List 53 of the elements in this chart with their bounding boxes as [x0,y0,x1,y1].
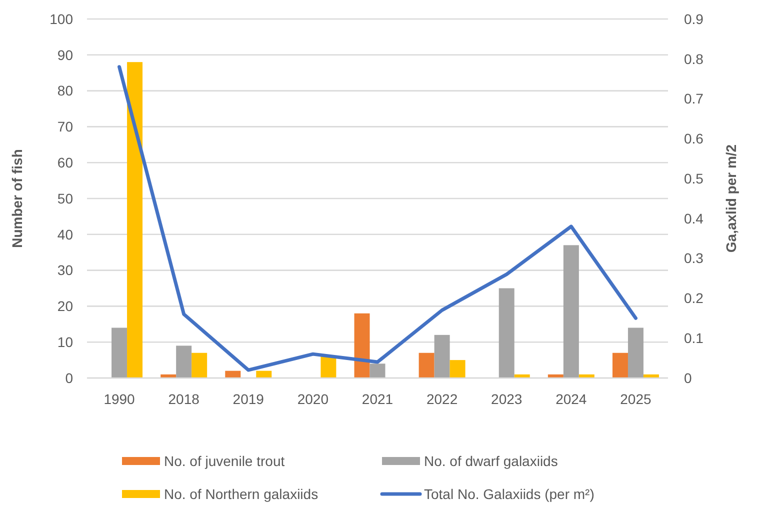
y-tick-label: 70 [57,118,74,135]
y-tick-label: 10 [57,334,74,350]
bar [418,352,434,378]
y2-tick-label: 0.1 [684,330,704,346]
y-tick-label: 40 [57,226,74,242]
bar [498,288,514,378]
x-tick-label: 1990 [104,391,136,407]
bar [225,370,241,378]
x-tick-label: 2024 [556,391,587,407]
y-tick-label: 60 [57,154,74,170]
bar [628,328,644,378]
bar [370,364,386,378]
y2-tick-label: 0.9 [684,10,704,27]
y-tick-label: 20 [57,298,74,314]
x-tick-label: 2018 [168,391,200,407]
bar [320,356,336,378]
y-axis-title: Number of fish [9,149,25,248]
y2-axis-title: Ga,axlid per m/2 [723,144,739,253]
legend-label: No. of juvenile trout [164,452,285,469]
bar [192,352,208,378]
legend-label: Total No. Galaxiids (per m²) [424,486,594,502]
x-tick-label: 2019 [232,391,264,407]
bar [434,334,450,378]
x-tick-label: 2025 [620,391,652,407]
y-tick-label: 100 [50,10,74,27]
x-tick-label: 2020 [297,391,329,407]
line-series [118,65,638,372]
y2-tick-label: 0.6 [684,130,704,147]
bar [612,352,628,378]
bar [563,245,579,378]
y-tick-label: 30 [57,262,74,278]
bar [127,62,143,378]
legend-label: No. of dwarf galaxiids [424,452,558,469]
bar [256,370,272,378]
bar [354,313,370,378]
y-tick-label: 50 [57,190,74,206]
y-tick-label: 0 [65,370,74,386]
y-tick-label: 80 [57,82,74,99]
x-tick-label: 2022 [426,391,458,407]
y2-tick-label: 0.7 [684,90,704,107]
y2-tick-label: 0.5 [684,170,704,186]
y2-tick-label: 0 [684,370,692,386]
x-tick-label: 2023 [491,391,522,407]
y2-tick-label: 0.2 [684,290,704,306]
bar [112,328,128,378]
y2-tick-label: 0.3 [684,250,704,266]
y2-tick-label: 0.8 [684,50,704,67]
y2-tick-label: 0.4 [684,210,704,226]
x-tick-label: 2021 [362,391,394,407]
y-tick-label: 90 [57,46,74,63]
bar [450,360,466,378]
legend-label: No. of Northern galaxiids [164,486,318,502]
bar [176,346,192,378]
